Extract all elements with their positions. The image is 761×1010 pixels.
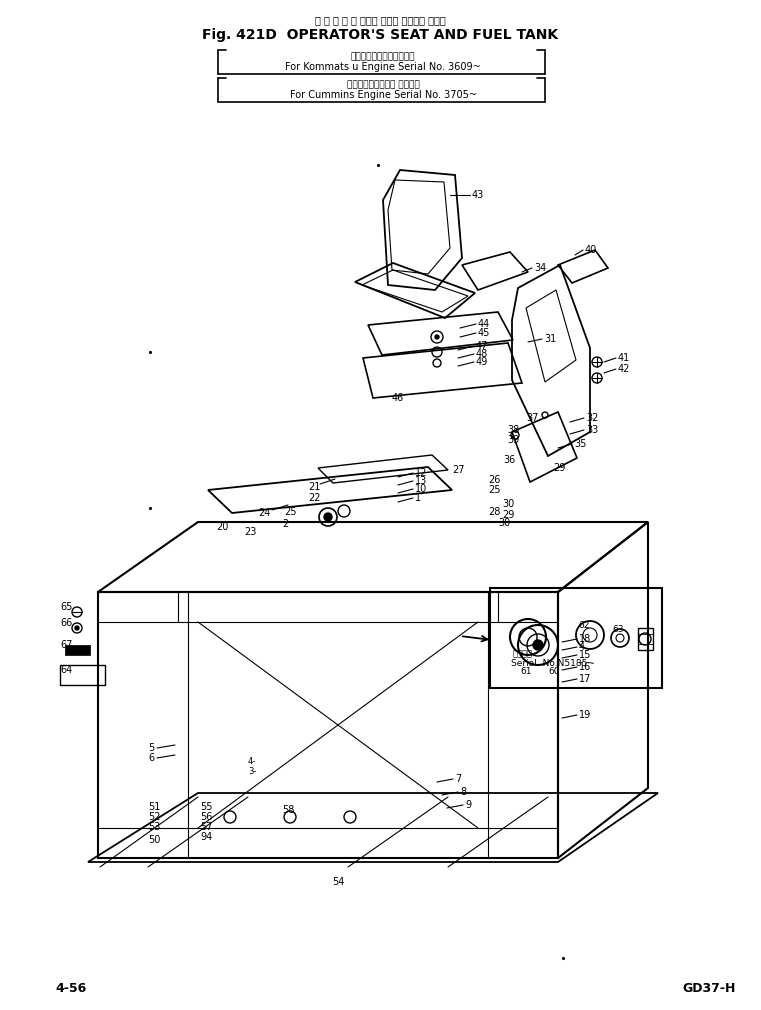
Text: 4-: 4- bbox=[248, 758, 256, 767]
Text: 37: 37 bbox=[526, 413, 538, 423]
Text: 51: 51 bbox=[148, 802, 161, 812]
Text: For Kommats u Engine Serial No. 3609~: For Kommats u Engine Serial No. 3609~ bbox=[285, 62, 481, 72]
Text: 94: 94 bbox=[200, 832, 212, 842]
Text: 4: 4 bbox=[579, 642, 585, 652]
Text: 20: 20 bbox=[216, 522, 228, 532]
Text: 46: 46 bbox=[392, 393, 404, 403]
Text: 48: 48 bbox=[476, 349, 489, 359]
Text: 52: 52 bbox=[148, 812, 161, 822]
Text: 8: 8 bbox=[460, 787, 466, 797]
Text: 39: 39 bbox=[507, 435, 519, 445]
Text: 27: 27 bbox=[452, 465, 464, 475]
Text: 49: 49 bbox=[476, 357, 489, 367]
Text: 67: 67 bbox=[60, 640, 72, 650]
Text: 10: 10 bbox=[415, 484, 427, 494]
Text: 23: 23 bbox=[244, 527, 256, 537]
Text: 32: 32 bbox=[586, 413, 598, 423]
Text: 16: 16 bbox=[579, 662, 591, 672]
Text: 62: 62 bbox=[578, 620, 589, 629]
Text: 26: 26 bbox=[488, 475, 501, 485]
Text: 58: 58 bbox=[282, 805, 295, 815]
Text: 50: 50 bbox=[148, 835, 161, 845]
Circle shape bbox=[533, 640, 543, 650]
Text: 45: 45 bbox=[478, 328, 490, 338]
Text: 4-56: 4-56 bbox=[55, 982, 86, 995]
Circle shape bbox=[75, 626, 79, 630]
Text: 2: 2 bbox=[282, 519, 288, 529]
Text: Fig. 421D  OPERATOR'S SEAT AND FUEL TANK: Fig. 421D OPERATOR'S SEAT AND FUEL TANK bbox=[202, 28, 558, 42]
Text: 56: 56 bbox=[200, 812, 212, 822]
Text: オ ペ レ ー タ シート および フェエル タンク: オ ペ レ ー タ シート および フェエル タンク bbox=[314, 15, 445, 25]
Text: カミンズエンジン用 適用号機: カミンズエンジン用 適用号機 bbox=[346, 81, 419, 90]
Text: 25: 25 bbox=[284, 507, 297, 517]
Text: 35: 35 bbox=[574, 439, 587, 449]
Text: 13: 13 bbox=[415, 476, 427, 486]
Text: 28: 28 bbox=[488, 507, 501, 517]
Text: 9: 9 bbox=[465, 800, 471, 810]
Text: 29: 29 bbox=[502, 510, 514, 520]
Circle shape bbox=[435, 335, 439, 339]
Polygon shape bbox=[65, 645, 90, 655]
Text: 3-: 3- bbox=[248, 768, 256, 777]
Text: 38: 38 bbox=[507, 425, 519, 435]
Text: 44: 44 bbox=[478, 319, 490, 329]
Text: 43: 43 bbox=[472, 190, 484, 200]
Text: For Cummins Engine Serial No. 3705~: For Cummins Engine Serial No. 3705~ bbox=[289, 90, 476, 100]
Text: GD37-H: GD37-H bbox=[682, 982, 735, 995]
Text: 小松エンジン用　適用号機: 小松エンジン用 適用号機 bbox=[351, 53, 416, 62]
Text: 6: 6 bbox=[148, 753, 154, 763]
Text: 66: 66 bbox=[60, 618, 72, 628]
Text: 29: 29 bbox=[553, 463, 565, 473]
Bar bbox=[490, 588, 662, 688]
Text: 33: 33 bbox=[586, 425, 598, 435]
Text: 64: 64 bbox=[60, 665, 72, 675]
Text: 55: 55 bbox=[200, 802, 212, 812]
Text: 24: 24 bbox=[258, 508, 270, 518]
Text: 63: 63 bbox=[612, 625, 623, 634]
Text: 30: 30 bbox=[502, 499, 514, 509]
Text: 12: 12 bbox=[415, 468, 428, 478]
Text: 31: 31 bbox=[544, 334, 556, 344]
Text: 1: 1 bbox=[415, 493, 421, 503]
Text: 30: 30 bbox=[498, 518, 510, 528]
Text: 22: 22 bbox=[308, 493, 320, 503]
Text: 53: 53 bbox=[148, 822, 161, 832]
Text: 7: 7 bbox=[455, 774, 461, 784]
Text: 18: 18 bbox=[579, 634, 591, 644]
Text: 42: 42 bbox=[618, 364, 630, 374]
Text: 5: 5 bbox=[148, 743, 154, 753]
Text: 15: 15 bbox=[579, 650, 591, 660]
Text: 60: 60 bbox=[548, 668, 559, 677]
Text: 21: 21 bbox=[308, 482, 320, 492]
Text: 61: 61 bbox=[520, 668, 531, 677]
Circle shape bbox=[324, 513, 332, 521]
Text: 19: 19 bbox=[579, 710, 591, 720]
Text: 65: 65 bbox=[60, 602, 72, 612]
Text: 54: 54 bbox=[332, 877, 345, 887]
Text: 47: 47 bbox=[476, 341, 489, 351]
Text: 36: 36 bbox=[503, 454, 515, 465]
Text: 17: 17 bbox=[579, 674, 591, 684]
Text: 57: 57 bbox=[200, 822, 212, 832]
Text: 41: 41 bbox=[618, 354, 630, 363]
Text: 34: 34 bbox=[534, 263, 546, 273]
Text: 適用号機: 適用号機 bbox=[513, 649, 533, 659]
Text: Serial  No.N5185~: Serial No.N5185~ bbox=[511, 660, 595, 669]
Text: 40: 40 bbox=[585, 245, 597, 255]
Text: 25: 25 bbox=[488, 485, 501, 495]
